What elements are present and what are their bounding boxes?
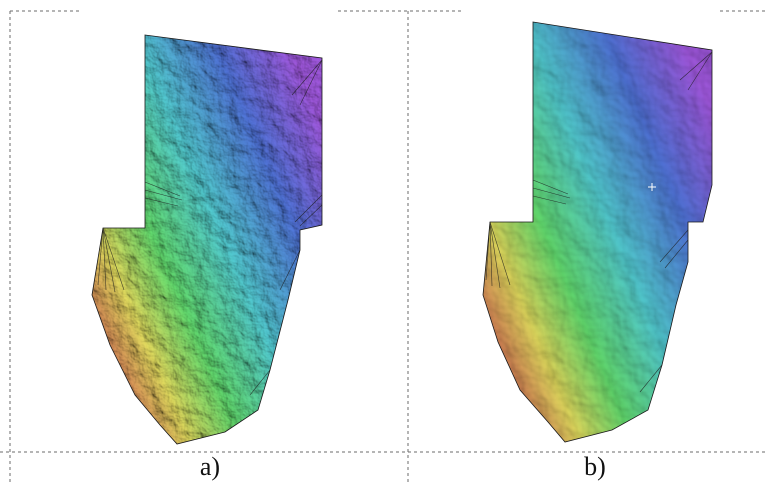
caption-panel-a: a) [199,452,221,481]
cross-marker [648,183,656,191]
frame-lines [0,10,766,484]
caption-panel-b: b) [584,452,606,481]
dem-panel-b [482,21,713,443]
dem-panel-a [91,34,323,445]
